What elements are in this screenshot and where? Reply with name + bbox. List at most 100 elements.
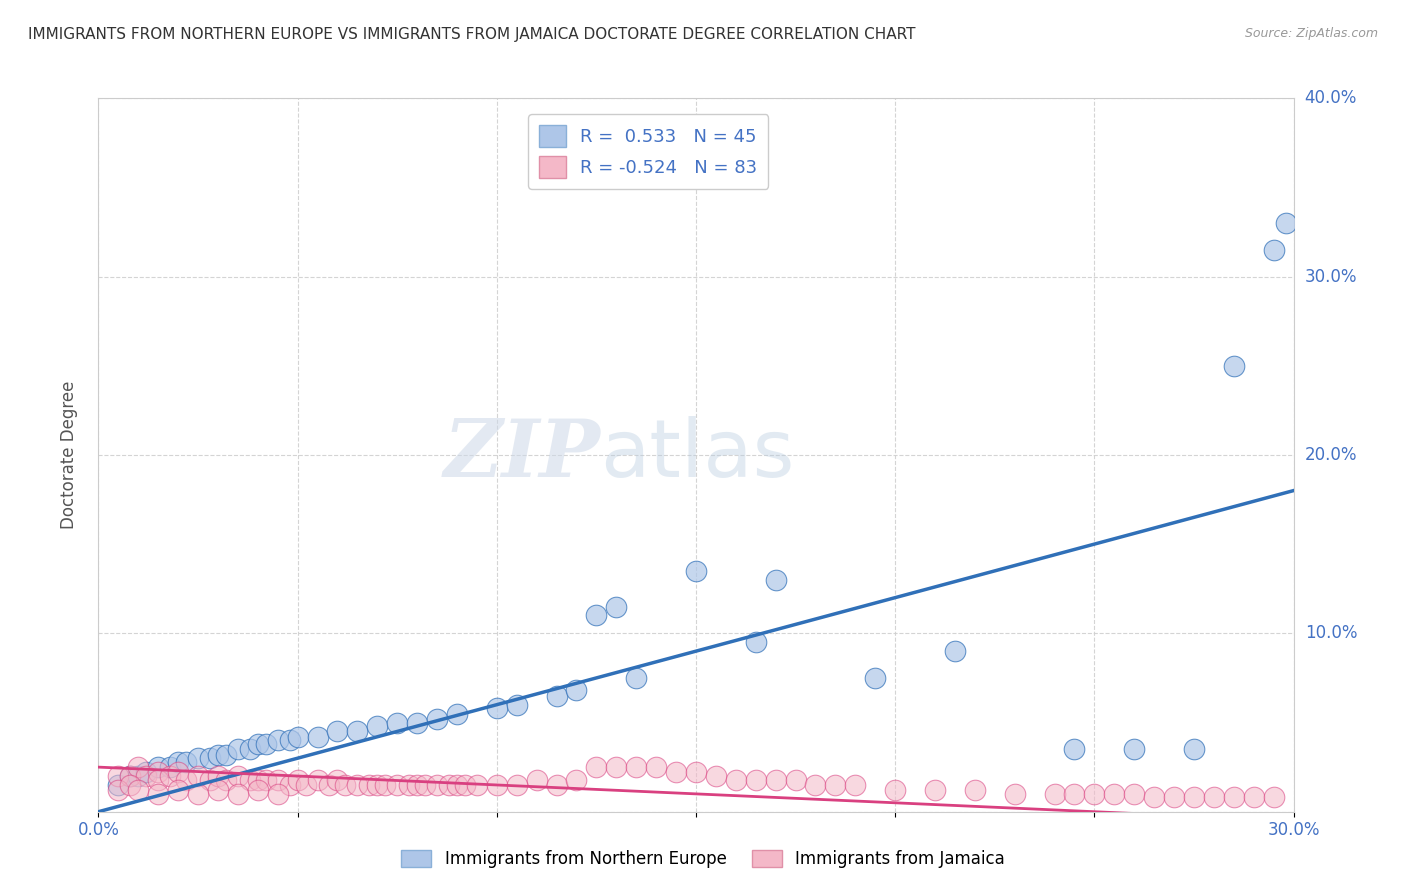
Point xyxy=(398,778,420,792)
Point xyxy=(645,760,668,774)
Point xyxy=(1063,787,1085,801)
Point xyxy=(824,778,846,792)
Point xyxy=(246,783,269,797)
Point xyxy=(187,769,209,783)
Point xyxy=(1083,787,1105,801)
Point xyxy=(1263,243,1285,257)
Text: Source: ZipAtlas.com: Source: ZipAtlas.com xyxy=(1244,27,1378,40)
Point xyxy=(1123,787,1146,801)
Point xyxy=(148,772,170,787)
Point xyxy=(267,787,290,801)
Point xyxy=(406,715,429,730)
Point xyxy=(546,778,568,792)
Point xyxy=(1263,790,1285,805)
Point xyxy=(426,778,449,792)
Point xyxy=(804,778,827,792)
Point xyxy=(1274,216,1296,230)
Point xyxy=(1202,790,1225,805)
Point xyxy=(359,778,381,792)
Point xyxy=(207,747,229,762)
Point xyxy=(863,671,886,685)
Point xyxy=(785,772,807,787)
Point xyxy=(278,733,301,747)
Point xyxy=(107,783,129,797)
Point xyxy=(585,760,607,774)
Point xyxy=(485,701,508,715)
Point xyxy=(254,772,277,787)
Y-axis label: Doctorate Degree: Doctorate Degree xyxy=(59,381,77,529)
Point xyxy=(226,742,249,756)
Point xyxy=(585,608,607,623)
Point xyxy=(844,778,866,792)
Point xyxy=(385,778,409,792)
Point xyxy=(159,760,181,774)
Point xyxy=(239,772,262,787)
Point xyxy=(107,778,129,792)
Point xyxy=(1222,790,1246,805)
Point xyxy=(745,772,768,787)
Point xyxy=(239,742,262,756)
Point xyxy=(207,769,229,783)
Point xyxy=(454,778,477,792)
Point xyxy=(148,787,170,801)
Point xyxy=(120,769,142,783)
Point xyxy=(346,778,368,792)
Point xyxy=(148,765,170,780)
Point xyxy=(1182,742,1205,756)
Point xyxy=(765,573,787,587)
Point xyxy=(159,769,181,783)
Point xyxy=(307,730,329,744)
Point xyxy=(167,783,190,797)
Text: 40.0%: 40.0% xyxy=(1305,89,1357,107)
Point xyxy=(406,778,429,792)
Point xyxy=(254,737,277,751)
Point xyxy=(335,778,357,792)
Point xyxy=(506,778,529,792)
Point xyxy=(267,733,290,747)
Point xyxy=(226,787,249,801)
Point xyxy=(127,769,149,783)
Text: ZIP: ZIP xyxy=(443,417,600,493)
Point xyxy=(924,783,946,797)
Point xyxy=(546,689,568,703)
Point xyxy=(605,760,627,774)
Point xyxy=(1043,787,1066,801)
Point xyxy=(187,751,209,765)
Point xyxy=(174,772,197,787)
Text: IMMIGRANTS FROM NORTHERN EUROPE VS IMMIGRANTS FROM JAMAICA DOCTORATE DEGREE CORR: IMMIGRANTS FROM NORTHERN EUROPE VS IMMIG… xyxy=(28,27,915,42)
Point xyxy=(685,765,707,780)
Point xyxy=(943,644,966,658)
Text: 20.0%: 20.0% xyxy=(1305,446,1357,464)
Point xyxy=(685,564,707,578)
Point xyxy=(485,778,508,792)
Point xyxy=(724,772,747,787)
Point xyxy=(287,772,309,787)
Point xyxy=(437,778,460,792)
Point xyxy=(963,783,986,797)
Point xyxy=(174,755,197,769)
Point xyxy=(246,737,269,751)
Point xyxy=(287,730,309,744)
Text: 30.0%: 30.0% xyxy=(1305,268,1357,285)
Point xyxy=(1222,359,1246,373)
Point xyxy=(526,772,548,787)
Point xyxy=(765,772,787,787)
Point xyxy=(127,760,149,774)
Point xyxy=(198,772,221,787)
Point xyxy=(1163,790,1185,805)
Point xyxy=(1102,787,1125,801)
Legend: R =  0.533   N = 45, R = -0.524   N = 83: R = 0.533 N = 45, R = -0.524 N = 83 xyxy=(529,114,768,189)
Point xyxy=(167,765,190,780)
Point xyxy=(215,747,238,762)
Point xyxy=(127,783,149,797)
Point xyxy=(1182,790,1205,805)
Point xyxy=(215,772,238,787)
Point xyxy=(148,760,170,774)
Point xyxy=(413,778,436,792)
Point xyxy=(167,755,190,769)
Point xyxy=(374,778,396,792)
Point xyxy=(624,671,647,685)
Point xyxy=(366,719,388,733)
Point xyxy=(198,751,221,765)
Point xyxy=(366,778,388,792)
